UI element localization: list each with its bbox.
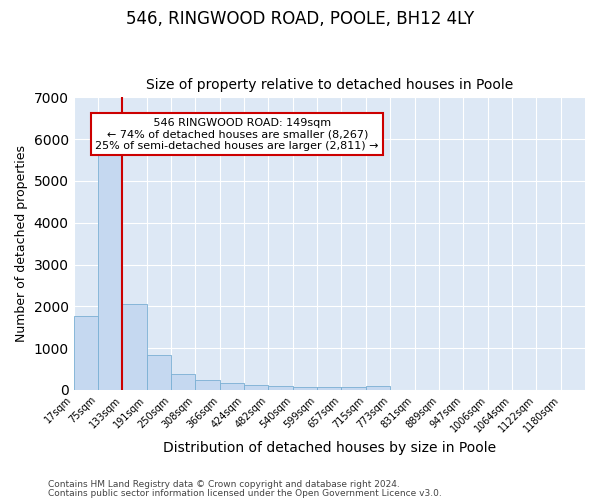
Y-axis label: Number of detached properties: Number of detached properties	[15, 145, 28, 342]
Text: 546 RINGWOOD ROAD: 149sqm
← 74% of detached houses are smaller (8,267)
25% of se: 546 RINGWOOD ROAD: 149sqm ← 74% of detac…	[95, 118, 379, 151]
Bar	[122, 304, 146, 390]
Bar	[196, 380, 220, 390]
X-axis label: Distribution of detached houses by size in Poole: Distribution of detached houses by size …	[163, 441, 496, 455]
Text: Contains public sector information licensed under the Open Government Licence v3: Contains public sector information licen…	[48, 488, 442, 498]
Bar	[268, 386, 293, 390]
Bar	[293, 386, 317, 390]
Text: Contains HM Land Registry data © Crown copyright and database right 2024.: Contains HM Land Registry data © Crown c…	[48, 480, 400, 489]
Bar	[366, 386, 390, 390]
Bar	[98, 150, 122, 390]
Text: 546, RINGWOOD ROAD, POOLE, BH12 4LY: 546, RINGWOOD ROAD, POOLE, BH12 4LY	[126, 10, 474, 28]
Bar	[244, 385, 268, 390]
Bar	[317, 387, 341, 390]
Bar	[220, 382, 244, 390]
Bar	[74, 316, 98, 390]
Bar	[341, 388, 366, 390]
Bar	[171, 374, 196, 390]
Title: Size of property relative to detached houses in Poole: Size of property relative to detached ho…	[146, 78, 513, 92]
Bar	[146, 355, 171, 390]
